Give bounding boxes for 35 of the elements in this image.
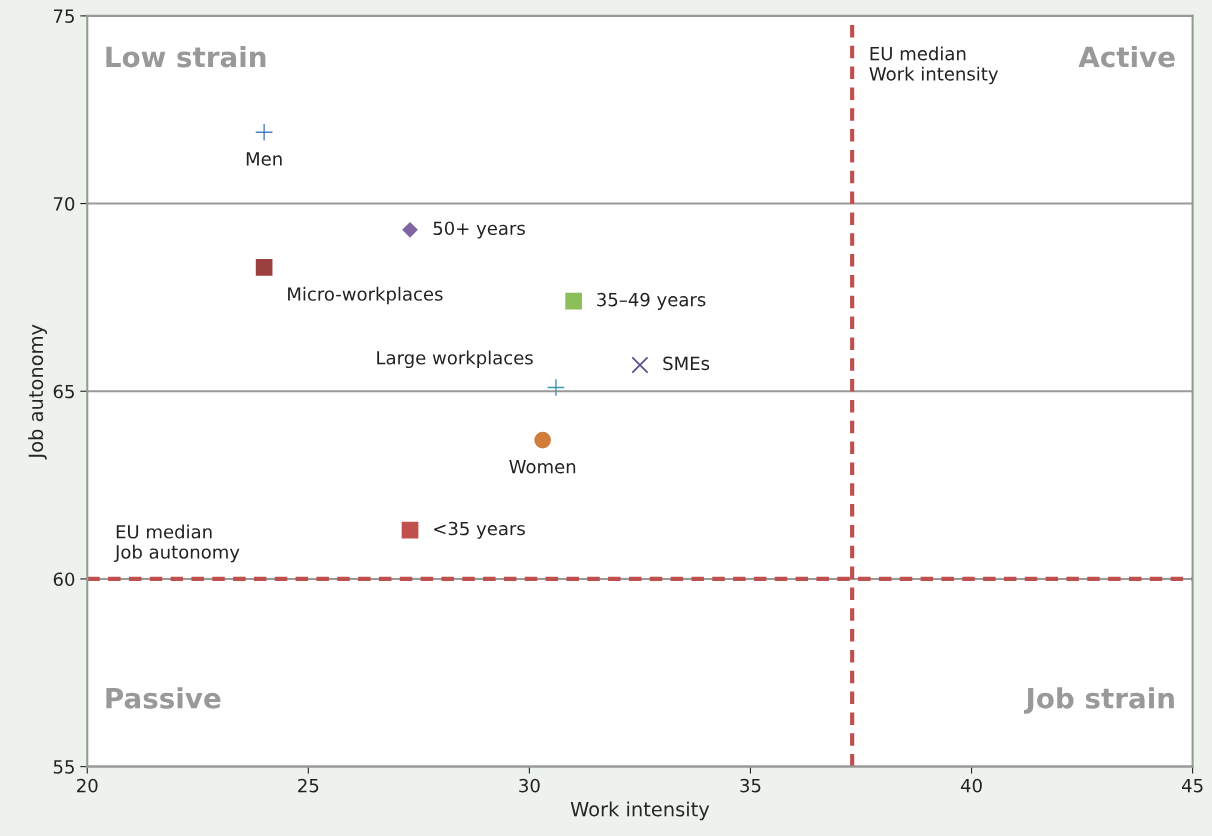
series-label: 35–49 years bbox=[597, 292, 706, 310]
series-label: Men bbox=[246, 152, 282, 166]
annotation: Passive bbox=[106, 687, 221, 709]
point bbox=[255, 259, 273, 276]
ref-line-label: EU median Job autonomy bbox=[114, 524, 240, 563]
series-label: Micro-workplaces bbox=[288, 286, 443, 305]
annotation: Active bbox=[1078, 45, 1175, 68]
point bbox=[565, 292, 582, 310]
series-label: <35 years bbox=[434, 521, 525, 539]
x-tick-label: 20 bbox=[77, 778, 98, 793]
point bbox=[255, 123, 274, 142]
point bbox=[534, 431, 551, 449]
annotation: Job strain bbox=[1023, 687, 1174, 714]
y-tick-label: 70 bbox=[53, 197, 75, 211]
x-tick-label: 30 bbox=[519, 778, 540, 793]
point bbox=[401, 521, 419, 539]
x-tick-label: 25 bbox=[298, 778, 319, 793]
annotation: Low strain bbox=[106, 45, 266, 68]
y-tick-label: 65 bbox=[53, 384, 74, 399]
point bbox=[631, 356, 649, 374]
point bbox=[546, 378, 565, 397]
series-label: 50+ years bbox=[433, 221, 525, 239]
x-tick-label: 35 bbox=[740, 778, 761, 793]
y-tick-label: 55 bbox=[53, 760, 74, 774]
y-tick-label: 75 bbox=[53, 9, 74, 23]
x-tick-label: 45 bbox=[1182, 778, 1203, 793]
series-label: Women bbox=[509, 460, 576, 474]
series-label: SMEs bbox=[663, 356, 710, 371]
x-tick-label: 40 bbox=[960, 778, 982, 793]
series-label: Large workplaces bbox=[377, 350, 533, 369]
ref-line-label: EU median Work intensity bbox=[869, 46, 999, 85]
point bbox=[402, 222, 418, 238]
x-axis-title: Work intensity bbox=[570, 801, 710, 821]
y-tick-label: 60 bbox=[53, 572, 75, 587]
y-axis-title: Job autonomy bbox=[28, 324, 47, 460]
